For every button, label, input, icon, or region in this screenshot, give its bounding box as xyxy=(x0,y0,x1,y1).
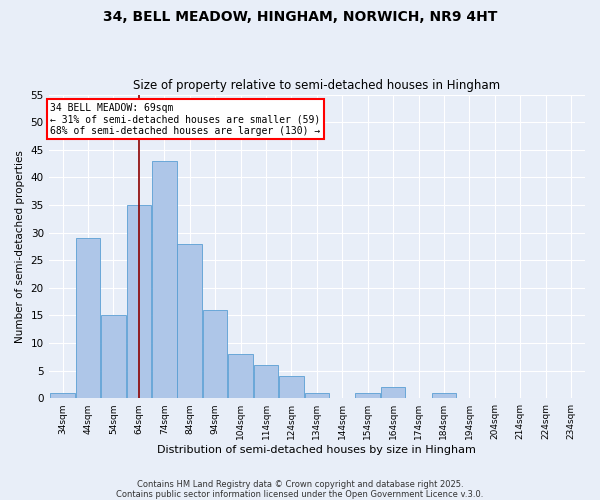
Bar xyxy=(152,161,176,398)
Bar xyxy=(228,354,253,399)
Bar xyxy=(178,244,202,398)
Bar xyxy=(279,376,304,398)
Bar xyxy=(305,393,329,398)
Bar xyxy=(431,393,456,398)
Text: 34 BELL MEADOW: 69sqm
← 31% of semi-detached houses are smaller (59)
68% of semi: 34 BELL MEADOW: 69sqm ← 31% of semi-deta… xyxy=(50,103,320,136)
Text: Contains HM Land Registry data © Crown copyright and database right 2025.: Contains HM Land Registry data © Crown c… xyxy=(137,480,463,489)
Bar xyxy=(381,388,406,398)
Bar xyxy=(101,316,126,398)
Bar xyxy=(76,238,100,398)
Bar xyxy=(203,310,227,398)
Text: Contains public sector information licensed under the Open Government Licence v.: Contains public sector information licen… xyxy=(116,490,484,499)
Y-axis label: Number of semi-detached properties: Number of semi-detached properties xyxy=(15,150,25,343)
Bar xyxy=(254,365,278,398)
Bar xyxy=(127,205,151,398)
Bar xyxy=(50,393,75,398)
Text: 34, BELL MEADOW, HINGHAM, NORWICH, NR9 4HT: 34, BELL MEADOW, HINGHAM, NORWICH, NR9 4… xyxy=(103,10,497,24)
Title: Size of property relative to semi-detached houses in Hingham: Size of property relative to semi-detach… xyxy=(133,79,500,92)
X-axis label: Distribution of semi-detached houses by size in Hingham: Distribution of semi-detached houses by … xyxy=(157,445,476,455)
Bar xyxy=(355,393,380,398)
